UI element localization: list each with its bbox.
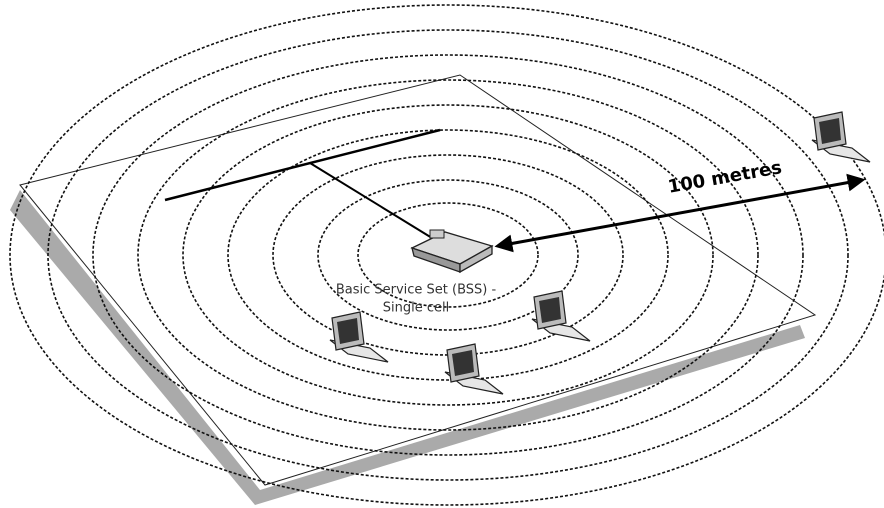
range-arrow (494, 173, 866, 253)
laptop (811, 111, 871, 163)
coverage-rings (9, 4, 884, 506)
distance-label: 100 metres (666, 157, 783, 198)
access-point (410, 229, 494, 274)
floor-shadow (10, 190, 805, 505)
cell-label: Single cell (383, 301, 449, 316)
backbone-cable (164, 128, 441, 202)
floor-plane (19, 74, 817, 486)
ap-cable (309, 162, 433, 239)
bss-label: Basic Service Set (BSS) - (336, 283, 497, 298)
